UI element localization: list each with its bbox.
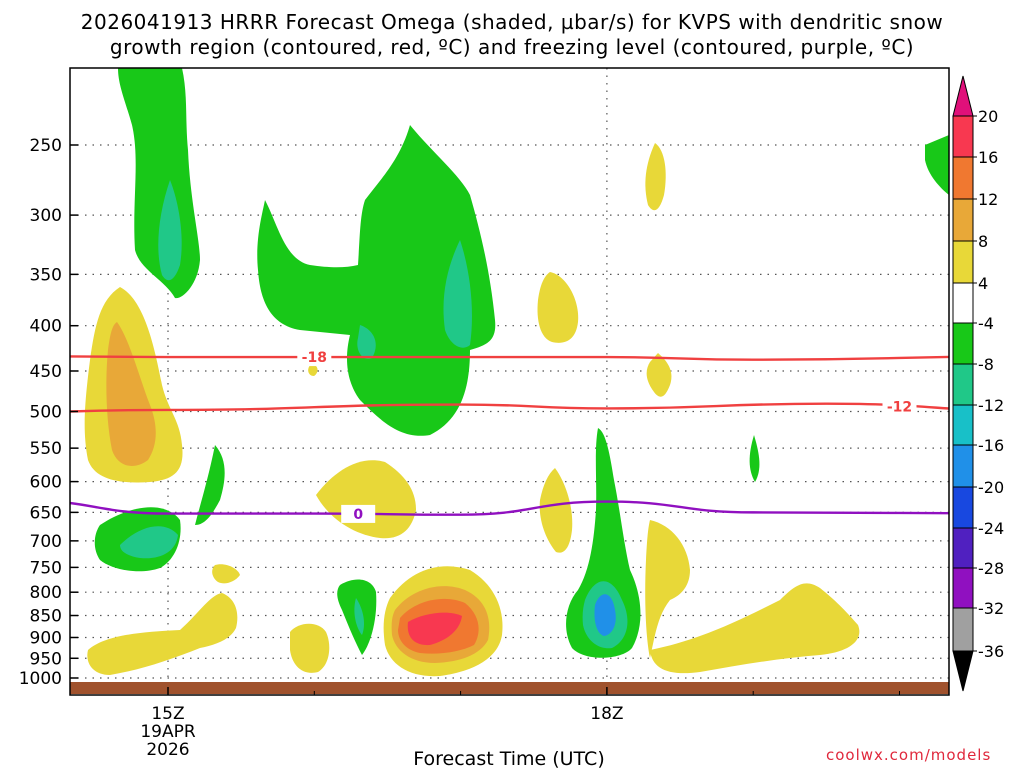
contour-freezing-level-0 (70, 500, 949, 516)
y-tick-label: 450 (30, 362, 62, 382)
colorbar-swatch (952, 444, 974, 488)
colorbar-label: 12 (978, 190, 998, 209)
omega-region-teal-1 (158, 180, 182, 281)
colorbar-label: -16 (978, 436, 1004, 455)
y-tick-label: 950 (30, 649, 62, 669)
omega-region-red-1 (407, 612, 462, 646)
colorbar: 20 16 12 8 4 -4 -8 -12 -16 -20 -24 -28 -32 -36 (952, 75, 1004, 692)
omega-region-teal-3 (357, 325, 376, 359)
omega-region-yellow-7 (539, 468, 573, 553)
colorbar-label: 16 (978, 148, 998, 167)
ground-strip (70, 682, 949, 694)
colorbar-label: 8 (978, 232, 988, 251)
omega-region-yellow-9 (650, 583, 860, 674)
omega-region-yellow-2 (645, 143, 666, 211)
contour-label-bg (341, 504, 376, 523)
colorbar-label: 20 (978, 107, 998, 126)
y-tick-label: 750 (30, 558, 62, 578)
y-tick-label: 550 (30, 439, 62, 459)
colorbar-swatch (952, 486, 974, 529)
omega-region-yellow-10 (212, 564, 240, 584)
y-tick-label: 1000 (19, 669, 62, 689)
contour-dgz-minus18 (70, 355, 949, 361)
contour-dgz-minus12 (70, 402, 949, 413)
contour-label: -18 (302, 350, 327, 366)
x-axis: 15Z19APR202618Z21Z00Z20APR03Z06Z (140, 687, 900, 760)
omega-region-yellow-6 (316, 460, 416, 539)
colorbar-label: -4 (978, 314, 994, 333)
colorbar-swatch (952, 527, 974, 569)
y-tick-label: 700 (30, 532, 62, 552)
colorbar-swatch (952, 567, 974, 609)
x-axis-label: Forecast Time (UTC) (413, 748, 604, 768)
colorbar-swatch (952, 363, 974, 406)
colorbar-swatch (952, 282, 974, 324)
colorbar-label: -28 (978, 559, 1004, 578)
credit-link[interactable]: coolwx.com/models (826, 746, 992, 764)
colorbar-swatch (952, 404, 974, 446)
colorbar-swatch (952, 607, 974, 652)
omega-region-blue-1 (594, 594, 616, 636)
omega-region-yellow-8 (645, 520, 690, 658)
y-tick-label: 650 (30, 503, 62, 523)
contour-label-bg (882, 397, 917, 416)
colorbar-bottom-arrow (952, 650, 974, 692)
colorbar-swatch (952, 156, 974, 200)
y-tick-label: 900 (30, 628, 62, 648)
colorbar-label: -24 (978, 519, 1004, 538)
colorbar-swatch (952, 115, 974, 158)
colorbar-top-arrow (952, 75, 974, 117)
colorbar-label: -8 (978, 355, 994, 374)
omega-region-yellow-5 (308, 364, 318, 376)
omega-region-yellow-12 (290, 623, 330, 673)
y-tick-label: 250 (30, 136, 62, 156)
omega-region-teal-4 (120, 526, 178, 559)
contour-label: -12 (887, 399, 912, 415)
colorbar-label: -12 (978, 396, 1004, 415)
contour-lines: -18-12-1200 (70, 348, 949, 523)
colorbar-swatch (952, 240, 974, 284)
y-tick-label: 500 (30, 403, 62, 423)
colorbar-swatch (952, 198, 974, 242)
colorbar-swatch (952, 322, 974, 365)
y-tick-label: 400 (30, 317, 62, 337)
y-tick-label: 850 (30, 607, 62, 627)
x-tick-sublabel: 19APR (140, 722, 196, 742)
y-tick-label: 800 (30, 583, 62, 603)
colorbar-label: -32 (978, 599, 1004, 618)
omega-region-yellow-4 (646, 353, 672, 397)
y-tick-label: 350 (30, 265, 62, 285)
omega-region-teal-5 (354, 598, 364, 635)
omega-region-green-4 (749, 435, 760, 482)
contour-label: 0 (353, 507, 363, 523)
omega-region-teal-2 (443, 240, 472, 348)
chart-title-line-2: growth region (contoured, red, ºC) and f… (109, 35, 915, 59)
x-tick-sublabel: 2026 (146, 740, 189, 760)
plot-border (69, 67, 950, 696)
contour-label-bg (297, 348, 332, 367)
omega-region-orange-1 (106, 322, 156, 466)
y-tick-label: 600 (30, 473, 62, 493)
x-tick-label: 15Z (151, 704, 184, 724)
y-tick-label: 300 (30, 206, 62, 226)
omega-region-yellow-3 (537, 272, 579, 343)
omega-region-yellow-11 (87, 593, 238, 675)
y-axis: 2503003504004505005506006507007508008509… (19, 136, 78, 689)
omega-region-green-3 (925, 135, 949, 195)
omega-region-green-5 (195, 445, 225, 525)
colorbar-label: 4 (978, 274, 988, 293)
colorbar-label: -20 (978, 478, 1004, 497)
colorbar-label: -36 (978, 642, 1004, 661)
x-tick-label: 18Z (590, 704, 623, 724)
chart-title-line-1: 2026041913 HRRR Forecast Omega (shaded, … (80, 10, 944, 34)
